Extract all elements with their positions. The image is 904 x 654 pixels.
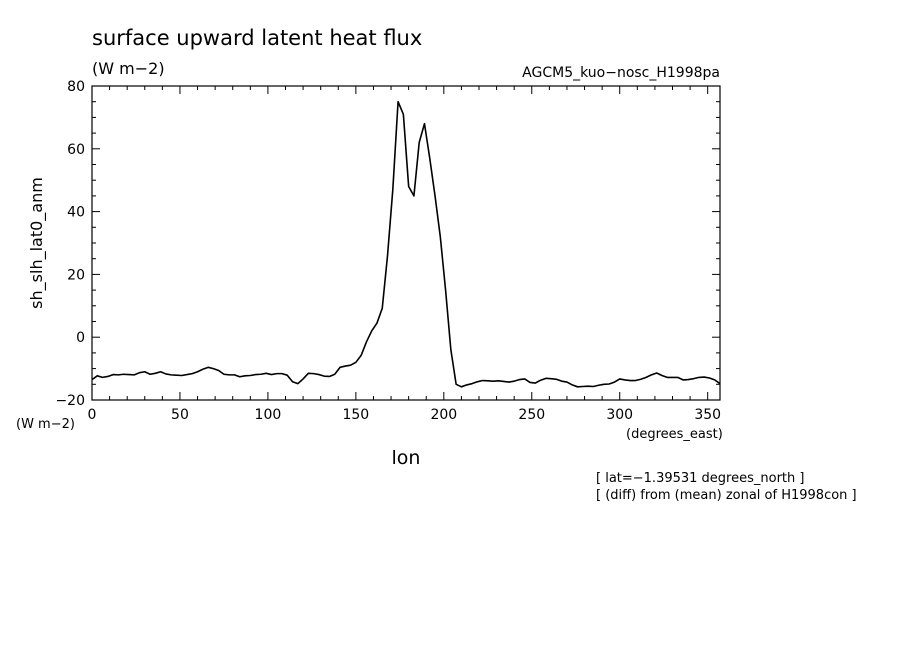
- chart-units: (W m−2): [92, 59, 165, 78]
- note-latitude: [ lat=−1.39531 degrees_north ]: [596, 471, 804, 486]
- y-axis-units: (W m−2): [16, 417, 75, 432]
- y-tick-label: 40: [67, 205, 85, 221]
- x-tick-label: 300: [606, 407, 633, 423]
- y-tick-label: 80: [67, 79, 85, 95]
- plot-frame: [91, 85, 721, 401]
- y-tick-label: 60: [67, 142, 85, 158]
- x-tick-label: 0: [88, 407, 97, 423]
- series-line: [91, 100, 721, 388]
- x-tick-label: 350: [694, 407, 721, 423]
- y-tick-label: −20: [55, 393, 85, 409]
- x-tick-label: 100: [255, 407, 282, 423]
- x-tick-label: 250: [518, 407, 545, 423]
- y-tick-label: 20: [67, 267, 85, 283]
- x-axis-units: (degrees_east): [626, 427, 723, 442]
- y-tick-label: 0: [76, 330, 85, 346]
- axis-ticks: [91, 85, 720, 401]
- x-tick-label: 200: [430, 407, 457, 423]
- x-tick-labels: 0 50 100 150 200 250 300 350: [88, 407, 722, 423]
- note-difference: [ (diff) from (mean) zonal of H1998con ]: [596, 488, 857, 503]
- run-name: AGCM5_kuo−nosc_H1998pa: [522, 65, 720, 81]
- chart-title: surface upward latent heat flux: [92, 26, 422, 50]
- y-axis-label: sh_slh_lat0_anm: [27, 177, 47, 309]
- x-tick-label: 150: [342, 407, 369, 423]
- x-axis-label: lon: [392, 447, 421, 469]
- x-tick-label: 50: [171, 407, 189, 423]
- y-tick-labels: −20 0 20 40 60 80: [55, 79, 85, 409]
